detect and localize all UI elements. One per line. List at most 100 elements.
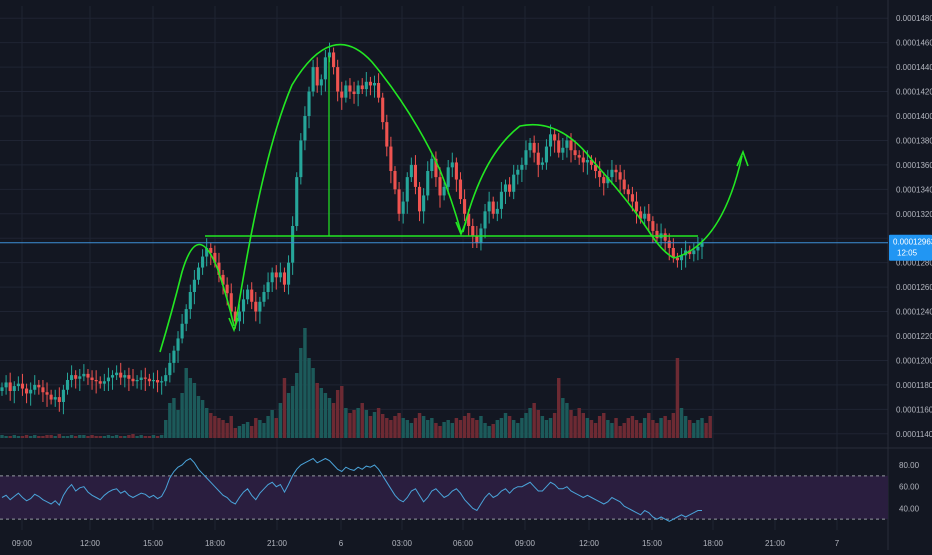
candle-body: [520, 164, 524, 170]
volume-bar: [647, 413, 651, 438]
candle-body: [381, 97, 385, 123]
candle-body: [483, 211, 487, 229]
volume-bar: [303, 328, 307, 438]
candle-body: [389, 146, 393, 171]
volume-bar: [192, 383, 197, 438]
time-tick-label: 18:00: [703, 539, 724, 548]
candle-body: [630, 194, 634, 202]
candle-body: [348, 85, 352, 92]
volume-bar: [667, 420, 671, 438]
volume-bar: [241, 424, 246, 438]
volume-bar: [442, 422, 446, 438]
candle-body: [33, 384, 37, 390]
volume-bar: [700, 418, 704, 438]
volume-bar: [86, 436, 90, 438]
volume-bar: [602, 413, 606, 438]
candle-body: [540, 162, 544, 165]
candle-body: [589, 160, 594, 165]
countdown-label: 12:05: [897, 249, 918, 258]
volume-bar: [98, 436, 102, 438]
volume-bar: [434, 423, 438, 438]
candle-body: [585, 160, 589, 163]
time-tick-label: 09:00: [12, 539, 33, 548]
volume-bar: [475, 420, 479, 438]
volume-bar: [577, 408, 581, 438]
candle-body: [90, 377, 94, 380]
time-tick-label: 21:00: [765, 539, 786, 548]
candle-body: [430, 158, 434, 171]
volume-bar: [524, 413, 528, 438]
volume-bar: [487, 426, 491, 438]
candle-body: [692, 250, 696, 255]
candle-body: [311, 67, 315, 92]
time-tick-label: 09:00: [515, 539, 536, 548]
volume-bar: [233, 428, 238, 438]
current-price-label: 0.00012963: [893, 238, 932, 247]
candle-body: [188, 292, 192, 310]
volume-bar: [278, 403, 283, 438]
candle-body: [110, 375, 115, 378]
candle-body: [0, 387, 4, 391]
candle-body: [458, 179, 463, 200]
volume-bar: [372, 412, 377, 438]
volume-bar: [340, 386, 344, 438]
volume-bar: [683, 416, 688, 438]
volume-bar: [499, 418, 504, 438]
volume-bar: [708, 416, 712, 438]
candle-body: [487, 201, 491, 212]
candle-body: [98, 381, 102, 384]
time-tick-label: 15:00: [143, 539, 164, 548]
volume-bar: [221, 420, 225, 438]
volume-bar: [503, 413, 508, 438]
candle-body: [397, 189, 401, 214]
candle-body: [594, 164, 598, 171]
volume-bar: [290, 386, 295, 438]
candle-body: [237, 311, 241, 322]
candle-body: [393, 171, 397, 190]
candle-body: [491, 201, 495, 214]
volume-bar: [638, 423, 643, 438]
volume-bar: [630, 416, 635, 438]
candle-body: [336, 67, 340, 92]
candle-body: [217, 262, 221, 275]
volume-bar: [597, 416, 602, 438]
volume-bar: [692, 423, 696, 438]
candle-body: [671, 248, 675, 258]
candle-body: [606, 177, 610, 184]
candle-body: [139, 377, 143, 380]
candle-body: [639, 211, 643, 219]
candle-body: [4, 382, 8, 388]
candle-body: [655, 230, 659, 239]
volume-bar: [352, 410, 356, 438]
volume-bar: [536, 410, 540, 438]
volume-bar: [548, 418, 553, 438]
volume-bar: [45, 435, 49, 438]
candle-body: [196, 267, 201, 280]
time-axis[interactable]: 09:00 12:00 15:00 18:00 21:00 6 03:00 06:00 09:0…: [12, 539, 840, 548]
candle-body: [446, 167, 450, 187]
volume-bar: [147, 436, 152, 438]
candle-body: [156, 380, 160, 383]
volume-bar: [266, 416, 270, 438]
volume-bar: [671, 413, 676, 438]
volume-bar: [368, 416, 373, 438]
candle-body: [573, 150, 577, 156]
volume-bar: [380, 414, 385, 438]
volume-bar: [28, 436, 33, 438]
candle-body: [561, 147, 565, 153]
volume-bar: [655, 423, 659, 438]
right-shoulder-curve: [462, 124, 675, 259]
candle-body: [70, 375, 74, 380]
candle-body: [123, 375, 127, 378]
candle-body: [532, 142, 536, 153]
volume-bar: [282, 378, 287, 438]
candle-body: [618, 172, 622, 180]
time-tick-label: 03:00: [392, 539, 413, 548]
